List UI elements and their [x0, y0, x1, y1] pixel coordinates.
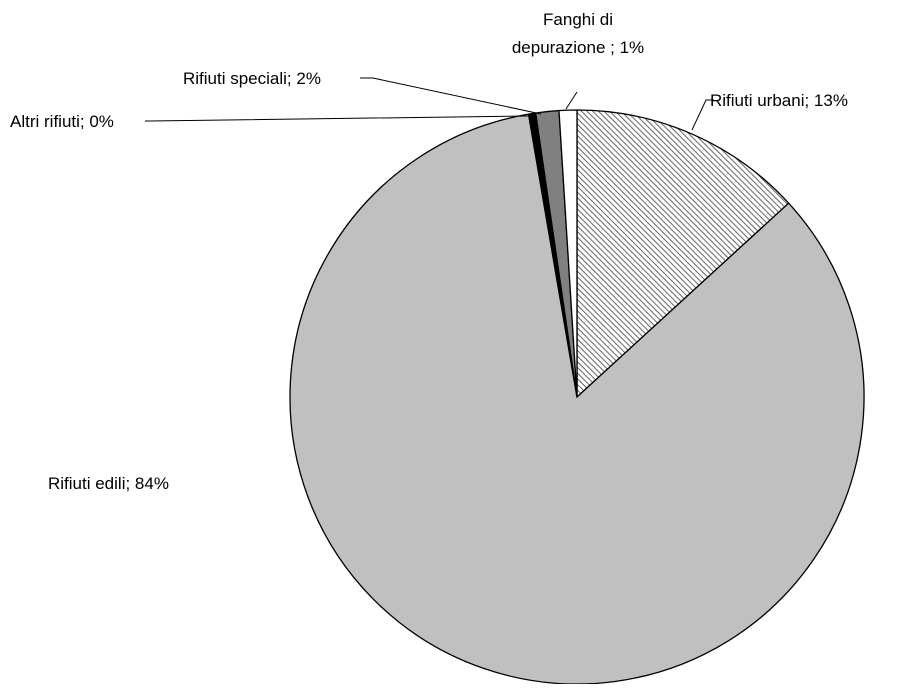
- label-rifiuti-urbani: Rifiuti urbani; 13%: [710, 91, 848, 110]
- labels-layer: Rifiuti urbani; 13% Rifiuti edili; 84% Alt…: [10, 10, 848, 493]
- pie-slice-rifiuti-edili: [289, 113, 865, 685]
- label-fanghi-di-depurazione: Fanghi di depurazione ; 1%: [512, 10, 644, 57]
- label-rifiuti-edili: Rifiuti edili; 84%: [48, 474, 169, 493]
- label-altri-rifiuti: Altri rifiuti; 0%: [10, 112, 114, 131]
- leader-line-altri-rifiuti: [145, 115, 529, 122]
- label-fanghi-di-depurazione-line-1: Fanghi di: [543, 10, 613, 29]
- label-fanghi-di-depurazione-line-2: depurazione ; 1%: [512, 38, 644, 57]
- pie-slice-fanghi-di-depurazione: [558, 109, 578, 398]
- leader-line-rifiuti-urbani: [691, 99, 714, 131]
- leader-lines-layer: [145, 77, 714, 131]
- pie-slice-rifiuti-urbani: [576, 109, 790, 398]
- leader-line-fanghi-di-depurazione: [565, 91, 578, 110]
- label-rifiuti-speciali: Rifiuti speciali; 2%: [183, 69, 321, 88]
- slices-layer: [289, 109, 865, 685]
- leader-line-rifiuti-speciali: [360, 77, 542, 115]
